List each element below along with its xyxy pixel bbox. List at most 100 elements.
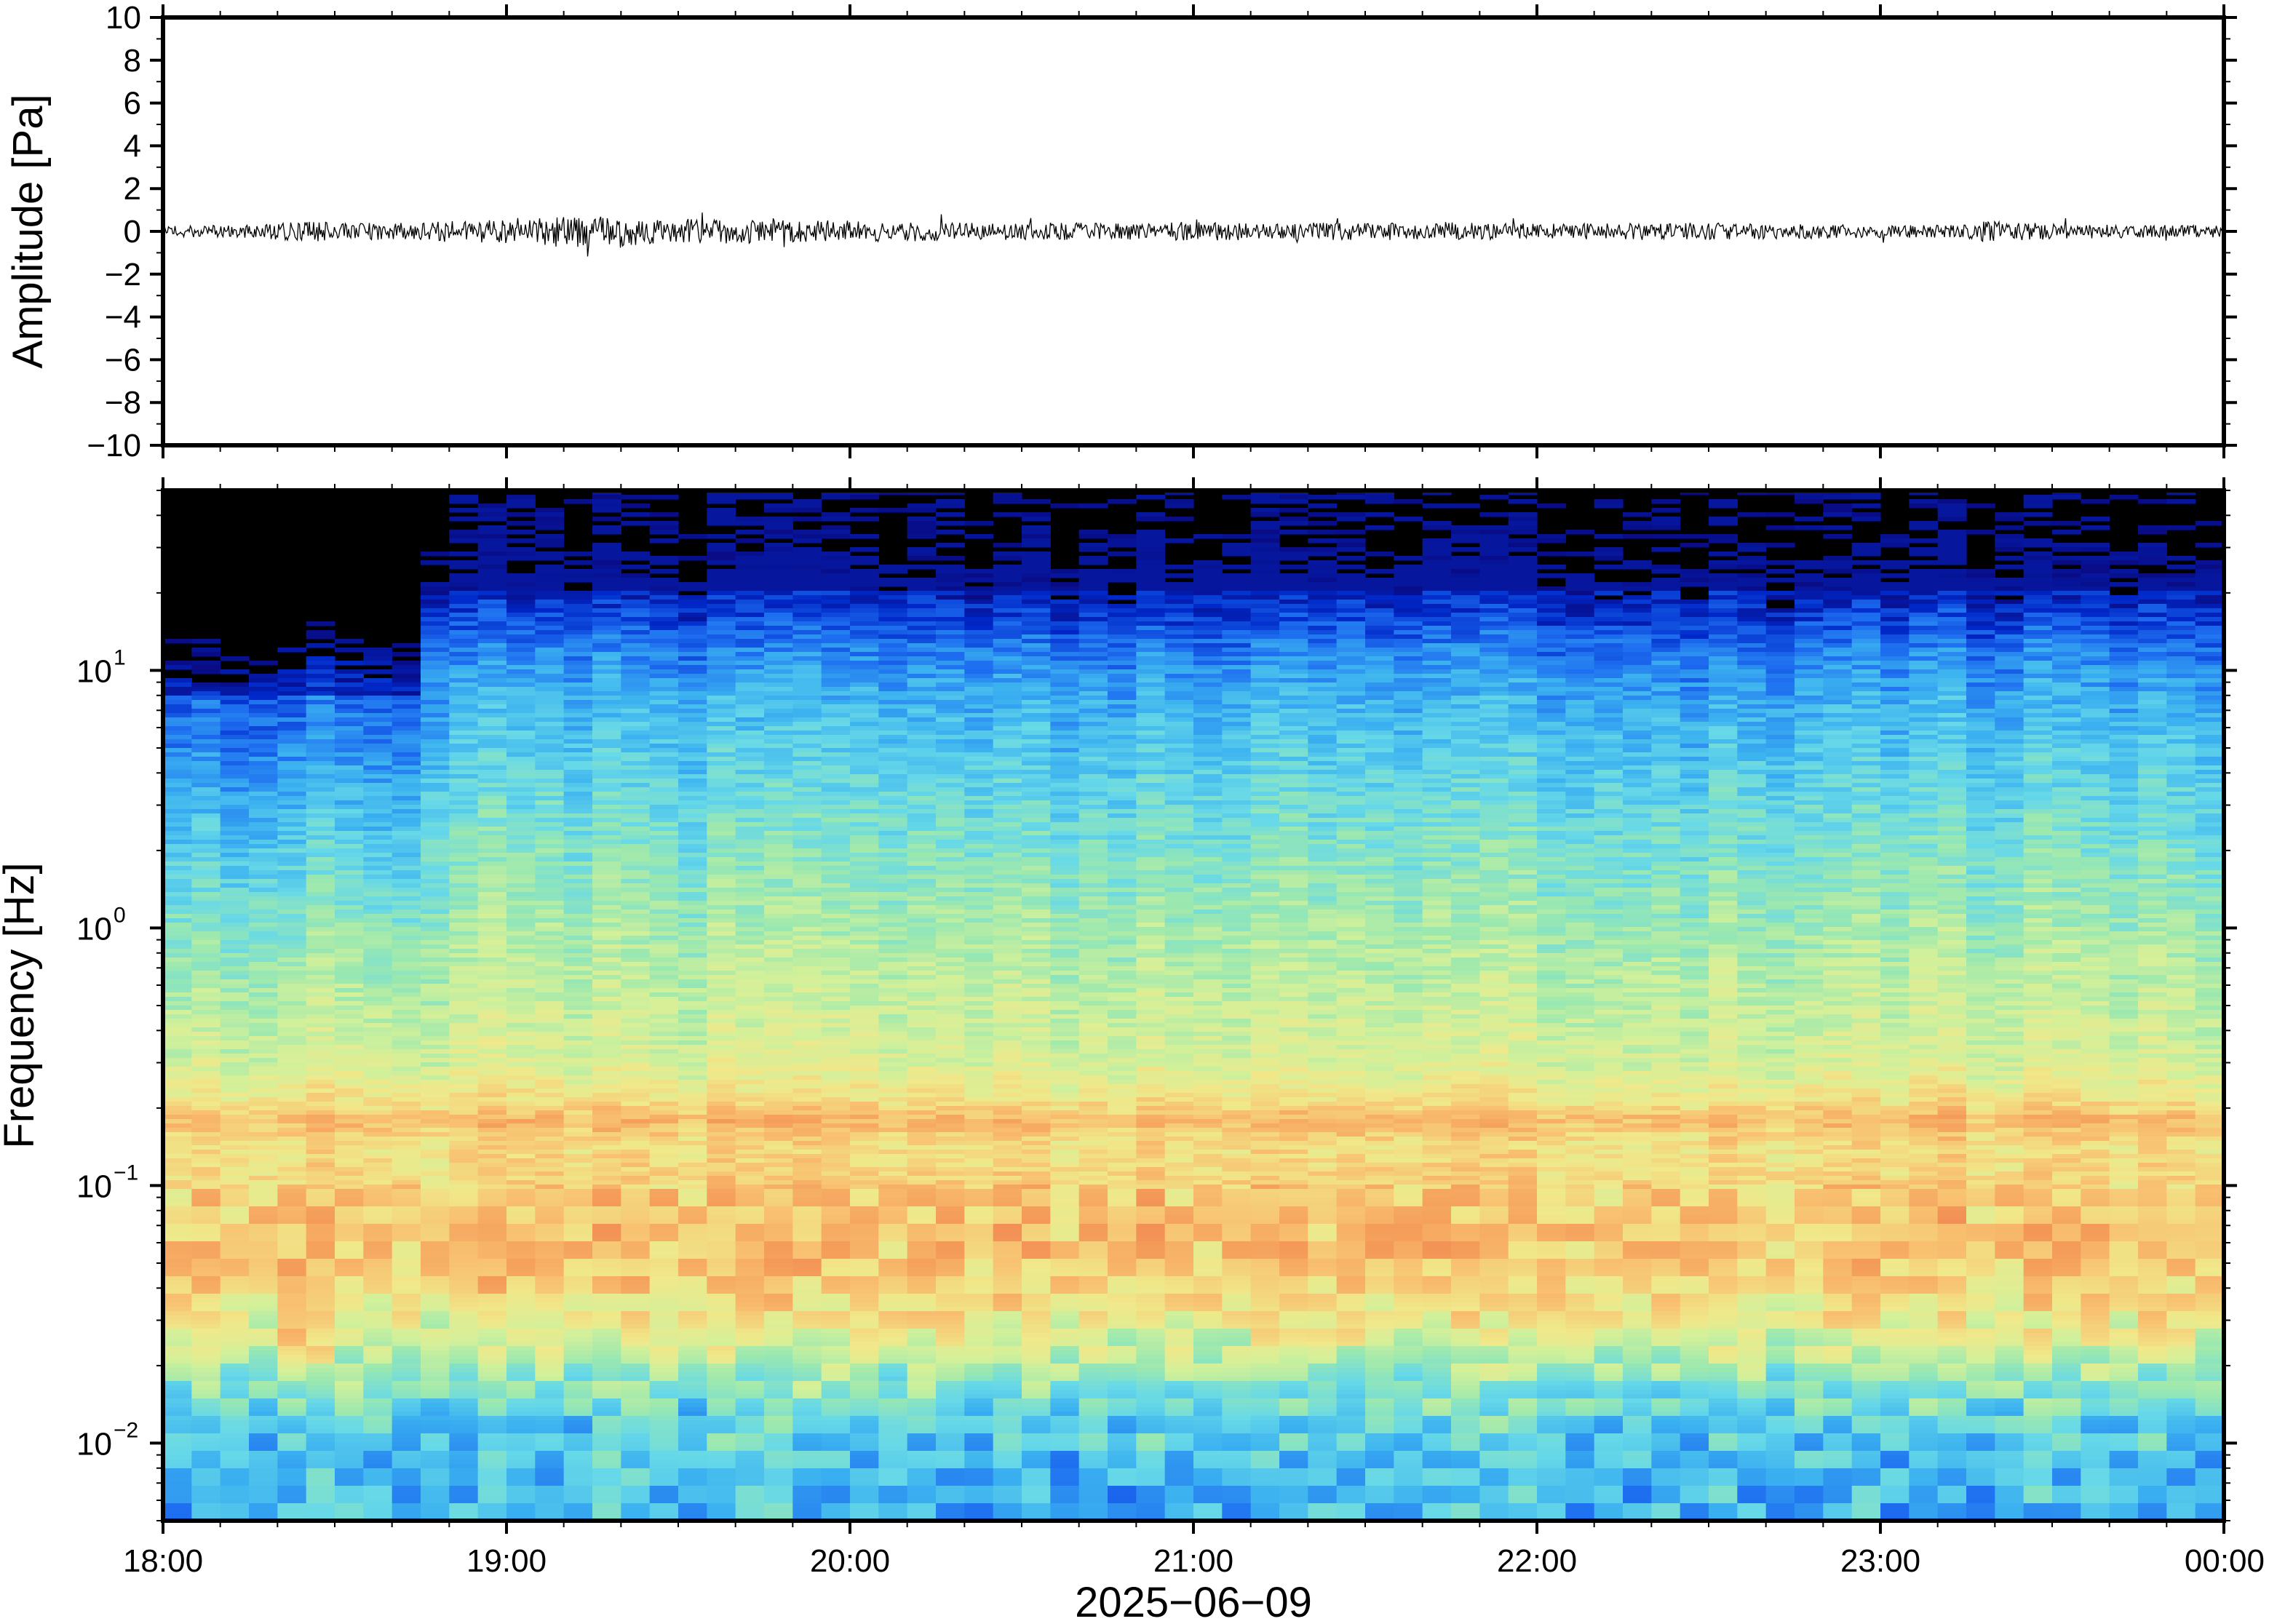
spectrogram-cell — [592, 726, 621, 731]
spectrogram-cell — [449, 1285, 479, 1290]
spectrogram-cell — [277, 1058, 307, 1063]
spectrogram-cell — [563, 713, 593, 718]
spectrogram-cell — [535, 1010, 565, 1015]
spectrogram-cell — [535, 700, 565, 705]
spectrogram-cell — [392, 1097, 421, 1102]
spectrogram-cell — [535, 722, 565, 727]
spectrogram-cell — [191, 1438, 221, 1443]
spectrogram-cell — [421, 988, 450, 993]
spectrogram-cell — [764, 1403, 793, 1408]
spectrogram-cell — [792, 883, 822, 888]
spectrogram-cell — [649, 918, 679, 923]
spectrogram-cell — [535, 940, 565, 945]
spectrogram-cell — [649, 1368, 679, 1373]
spectrogram-cell — [563, 1416, 593, 1421]
spectrogram-cell — [678, 687, 707, 692]
spectrogram-cell — [649, 621, 679, 626]
spectrogram-cell — [764, 1001, 793, 1006]
spectrogram-cell — [335, 1267, 364, 1273]
spectrogram-cell — [191, 682, 221, 688]
spectrogram-cell — [792, 508, 822, 513]
spectrogram-cell — [764, 1503, 793, 1508]
spectrogram-cell — [249, 835, 278, 840]
spectrogram-cell — [707, 1276, 736, 1281]
spectrogram-cell — [163, 1329, 192, 1334]
spectrogram-cell — [306, 844, 335, 849]
spectrogram-cell — [592, 1054, 621, 1059]
spectrogram-cell — [792, 569, 822, 574]
spectrogram-cell — [306, 1285, 335, 1290]
spectrogram-cell — [792, 1023, 822, 1028]
spectrogram-cell — [363, 1171, 393, 1177]
spectrogram-cell — [163, 1337, 192, 1342]
spectrogram-cell — [306, 944, 335, 950]
spectrogram-cell — [277, 844, 307, 849]
spectrogram-cell — [249, 1123, 278, 1129]
spectrogram-cell — [249, 748, 278, 753]
spectrogram-cell — [249, 1499, 278, 1504]
spectrogram-cell — [649, 1211, 679, 1216]
spectrogram-cell — [191, 1185, 221, 1190]
spectrogram-cell — [678, 905, 707, 910]
spectrogram-cell — [477, 866, 507, 871]
spectrogram-cell — [363, 997, 393, 1002]
spectrogram-cell — [306, 1001, 335, 1006]
spectrogram-cell — [421, 1150, 450, 1155]
spectrogram-cell — [220, 1193, 250, 1198]
spectrogram-cell — [535, 1167, 565, 1172]
spectrogram-cell — [449, 1433, 479, 1438]
spectrogram-cell — [449, 1403, 479, 1408]
spectrogram-cell — [764, 560, 793, 565]
spectrogram-cell — [792, 1088, 822, 1094]
spectrogram-cell — [735, 1110, 765, 1115]
spectrogram-cell — [163, 1141, 192, 1146]
spectrogram-cell — [764, 525, 793, 530]
spectrogram-cell — [735, 984, 765, 989]
spectrogram-cell — [506, 1429, 536, 1434]
spectrogram-cell — [764, 1289, 793, 1294]
spectrogram-cell — [449, 1307, 479, 1312]
spectrogram-cell — [249, 1145, 278, 1150]
spectrogram-cell — [735, 1473, 765, 1478]
spectrogram-cell — [621, 1102, 651, 1107]
spectrogram-cell — [735, 1123, 765, 1129]
spectrogram-cell — [363, 1307, 393, 1312]
spectrogram-cell — [506, 896, 536, 901]
spectrogram-cell — [335, 661, 364, 666]
spectrogram-cell — [306, 953, 335, 958]
spectrogram-cell — [735, 888, 765, 893]
spectrogram-cell — [506, 678, 536, 683]
spectrogram-cell — [249, 1412, 278, 1417]
spectrogram-cell — [191, 1171, 221, 1177]
spectrogram-cell — [735, 678, 765, 683]
spectrogram-cell — [592, 1246, 621, 1251]
spectrogram-cell — [335, 1097, 364, 1102]
spectrogram-cell — [707, 1084, 736, 1089]
spectrogram-cell — [649, 1477, 679, 1482]
spectrogram-cell — [449, 1412, 479, 1417]
spectrogram-cell — [592, 665, 621, 670]
spectrogram-cell — [335, 1115, 364, 1120]
spectrogram-cell — [306, 892, 335, 897]
spectrogram-cell — [621, 997, 651, 1002]
spectrogram-cell — [649, 1503, 679, 1508]
spectrogram-cell — [335, 1110, 364, 1115]
spectrogram-cell — [735, 1062, 765, 1067]
spectrogram-cell — [392, 831, 421, 836]
spectrogram-cell — [649, 953, 679, 958]
spectrogram-cell — [764, 1154, 793, 1159]
spectrogram-cell — [735, 761, 765, 766]
spectrogram-cell — [592, 1298, 621, 1303]
spectrogram-cell — [191, 1097, 221, 1102]
spectrogram-cell — [249, 883, 278, 888]
spectrogram-cell — [477, 1407, 507, 1412]
spectrogram-cell — [306, 1141, 335, 1146]
spectrogram-cell — [535, 1442, 565, 1447]
spectrogram-cell — [249, 1442, 278, 1447]
spectrogram-cell — [563, 1337, 593, 1342]
spectrogram-cell — [477, 744, 507, 749]
spectrogram-cell — [506, 578, 536, 583]
spectrogram-cell — [563, 696, 593, 701]
spectrogram-cell — [792, 665, 822, 670]
spectrogram-cell — [621, 870, 651, 875]
